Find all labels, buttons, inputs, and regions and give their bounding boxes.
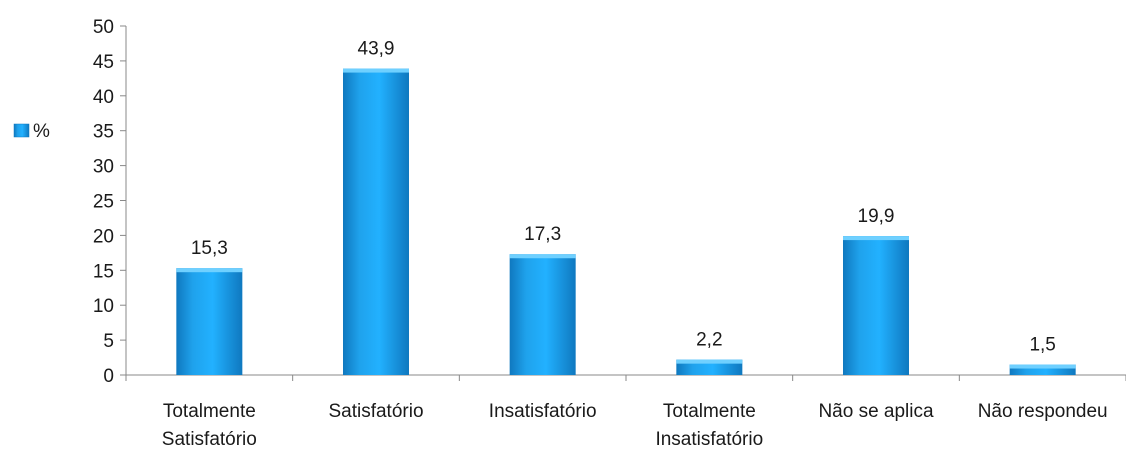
category-label: Totalmente (163, 401, 256, 422)
y-tick-label: 35 (93, 122, 114, 143)
y-tick-label: 5 (103, 331, 114, 352)
legend-item: % (13, 121, 50, 142)
data-label: 17,3 (524, 224, 561, 245)
y-tick-label: 25 (93, 192, 114, 213)
legend-label: % (33, 121, 50, 142)
labels: 15,3 Totalmente Satisfatório 43,9 Satisfatór… (162, 39, 1108, 450)
bar-highlight (676, 359, 743, 364)
category-label: Insatisfatório (655, 429, 763, 450)
data-label: 43,9 (358, 39, 395, 60)
bar-body (343, 68, 409, 375)
data-label: 15,3 (191, 238, 228, 259)
bar-highlight (176, 268, 243, 273)
bar-body (176, 268, 243, 375)
data-label: 1,5 (1029, 335, 1055, 356)
category-label: Insatisfatório (489, 401, 597, 422)
bar (1009, 364, 1076, 375)
y-tick-label: 40 (93, 87, 114, 108)
y-tick-label: 15 (93, 261, 114, 282)
data-label: 19,9 (858, 206, 895, 227)
bar (509, 254, 576, 375)
bar-body (1009, 364, 1076, 375)
bar-highlight (843, 236, 909, 241)
data-label: 2,2 (696, 330, 722, 351)
category-label: Satisfatório (162, 429, 257, 450)
y-tick-label: 0 (103, 366, 114, 387)
y-tick-label: 30 (93, 157, 114, 178)
bar (843, 236, 909, 375)
y-tick-label: 50 (93, 17, 114, 38)
bar-body (843, 236, 909, 375)
legend-swatch (13, 123, 30, 138)
category-label: Totalmente (663, 401, 756, 422)
bar (676, 359, 743, 375)
axes: 0 5 10 15 20 25 30 35 40 45 50 (93, 17, 1126, 387)
bar (176, 268, 243, 375)
bar-highlight (509, 254, 576, 259)
bar (343, 68, 409, 375)
category-label: Não respondeu (978, 401, 1108, 422)
bar-highlight (1009, 364, 1076, 369)
y-tick-label: 10 (93, 296, 114, 317)
bars (176, 68, 1076, 375)
y-tick-label: 20 (93, 226, 114, 247)
bar-body (509, 254, 576, 375)
legend: % (13, 121, 50, 142)
category-label: Satisfatório (328, 401, 423, 422)
y-tick-label: 45 (93, 52, 114, 73)
category-label: Não se aplica (818, 401, 934, 422)
bar-highlight (343, 68, 409, 73)
